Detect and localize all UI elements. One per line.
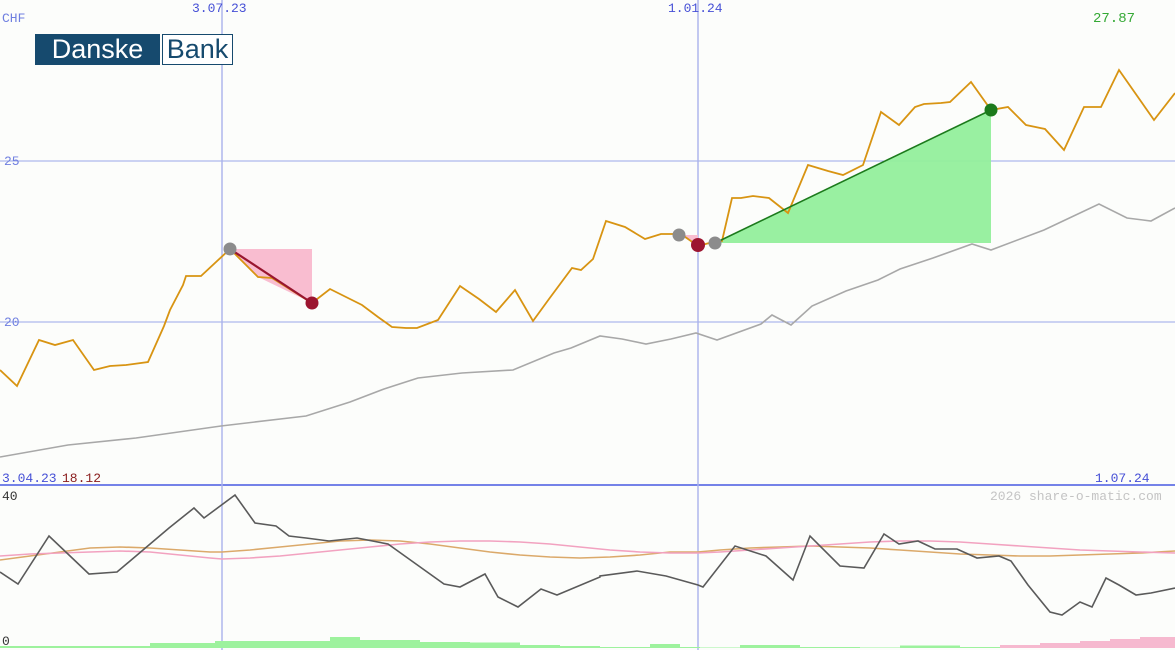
svg-text:CHF: CHF: [2, 11, 25, 26]
svg-text:2026 share-o-matic.com: 2026 share-o-matic.com: [990, 489, 1162, 504]
svg-text:1.07.24: 1.07.24: [1095, 471, 1150, 486]
svg-text:1.01.24: 1.01.24: [668, 1, 723, 16]
svg-text:25: 25: [4, 154, 20, 169]
svg-text:0: 0: [2, 634, 10, 649]
svg-text:3.07.23: 3.07.23: [192, 1, 247, 16]
svg-text:20: 20: [4, 315, 20, 330]
svg-text:40: 40: [2, 489, 18, 504]
svg-text:3.04.23: 3.04.23: [2, 471, 57, 486]
svg-text:18.12: 18.12: [62, 471, 101, 486]
svg-text:27.87: 27.87: [1093, 11, 1135, 27]
